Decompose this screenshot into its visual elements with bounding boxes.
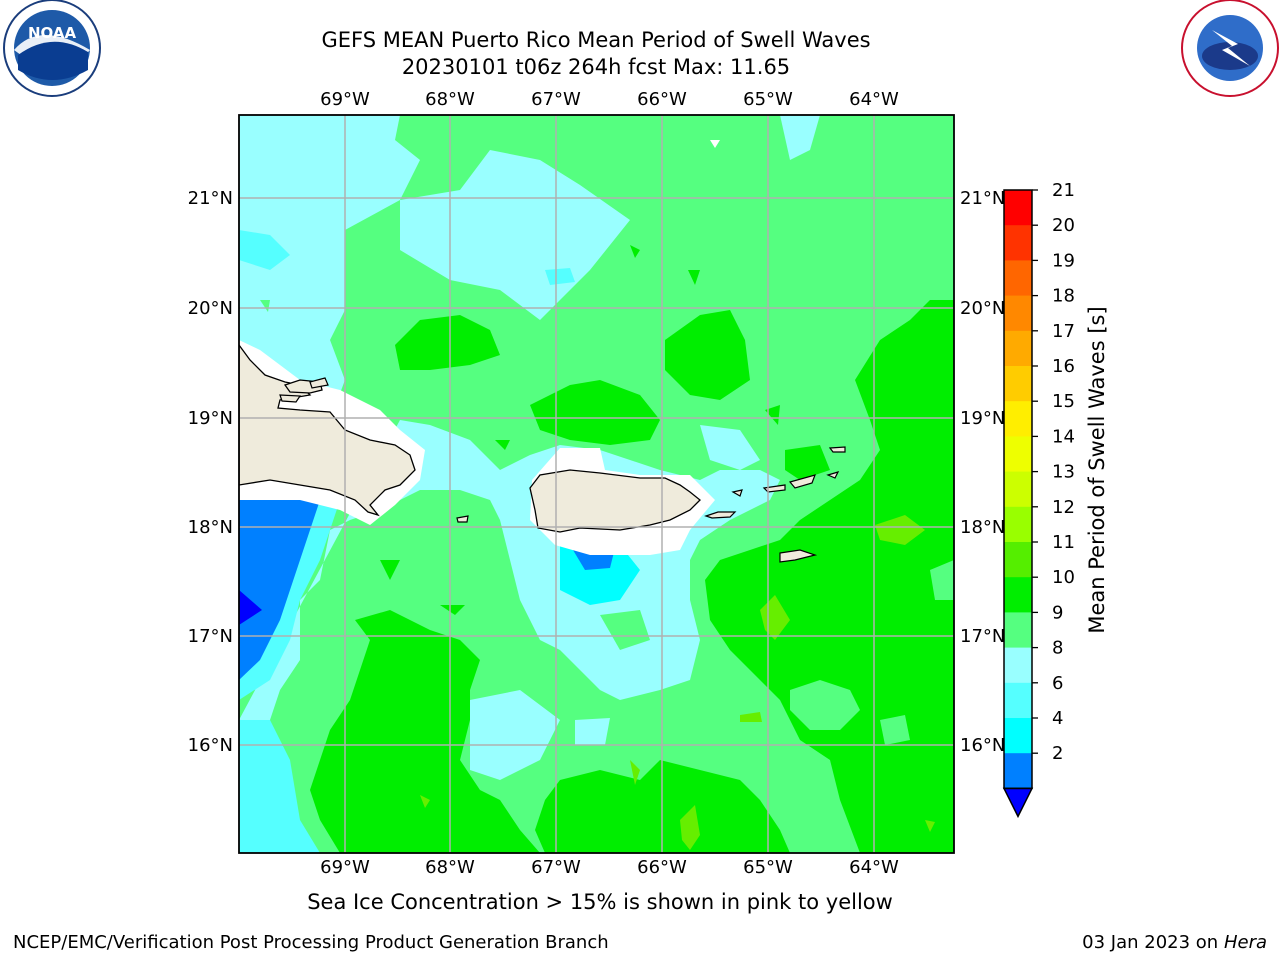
- footer-credit: NCEP/EMC/Verification Post Processing Pr…: [13, 932, 609, 953]
- lon-label-bottom: 66°W: [637, 857, 687, 878]
- colorbar-frame: [1003, 189, 1033, 790]
- colorbar-label: Mean Period of Swell Waves [s]: [1085, 306, 1109, 634]
- lon-label-bottom: 67°W: [531, 857, 581, 878]
- colorbar-segment: [1004, 401, 1032, 437]
- colorbar-segment: [1004, 753, 1032, 789]
- lon-label-top: 68°W: [425, 89, 475, 110]
- footer-date-text: 03 Jan 2023 on: [1082, 932, 1224, 953]
- colorbar-tick-label: 8: [1052, 638, 1063, 659]
- nws-logo: [1181, 0, 1279, 97]
- colorbar-segment: [1004, 682, 1032, 719]
- colorbar-segment: [1004, 647, 1032, 684]
- colorbar-tick-label: 15: [1052, 391, 1075, 412]
- colorbar-tick-label: 20: [1052, 215, 1075, 236]
- colorbar-tick-label: 12: [1052, 497, 1075, 518]
- sea-ice-note: Sea Ice Concentration > 15% is shown in …: [0, 890, 1280, 914]
- colorbar-tick-label: 6: [1052, 673, 1063, 694]
- colorbar: 21 20 19 18 17 16 15 14 13 12 11 10 9 8 6 4 2: [1002, 180, 1075, 819]
- lon-label-top: 64°W: [849, 89, 899, 110]
- lat-label-right: 20°N: [960, 298, 1005, 319]
- colorbar-segment: [1004, 542, 1032, 578]
- lon-label-bottom: 69°W: [320, 857, 370, 878]
- colorbar-tick-label: 9: [1052, 602, 1063, 623]
- colorbar-under-arrow: [1002, 787, 1034, 819]
- lat-label-left: 21°N: [188, 188, 233, 209]
- colorbar-segment: [1004, 366, 1032, 402]
- noaa-logo: NOAA: [3, 0, 101, 97]
- footer-date: 03 Jan 2023 on Hera: [1082, 932, 1267, 953]
- colorbar-segment: [1004, 260, 1032, 297]
- lat-label-right: 16°N: [960, 735, 1005, 756]
- lat-label-left: 16°N: [188, 735, 233, 756]
- lat-label-right: 19°N: [960, 408, 1005, 429]
- colorbar-tick-label: 19: [1052, 250, 1075, 271]
- colorbar-tick-label: 13: [1052, 462, 1075, 483]
- colorbar-tick-label: 14: [1052, 426, 1075, 447]
- colorbar-segment: [1004, 506, 1032, 543]
- lon-label-top: 66°W: [637, 89, 687, 110]
- lon-label-top: 69°W: [320, 89, 370, 110]
- colorbar-segment: [1004, 190, 1032, 226]
- noaa-logo-text: NOAA: [28, 24, 77, 42]
- lat-label-left: 17°N: [188, 626, 233, 647]
- lon-label-top: 65°W: [743, 89, 793, 110]
- chart-subtitle: 20230101 t06z 264h fcst Max: 11.65: [401, 55, 791, 79]
- lon-label-bottom: 68°W: [425, 857, 475, 878]
- swell-period-field: [239, 115, 954, 853]
- lat-label-right: 18°N: [960, 517, 1005, 538]
- colorbar-segment: [1004, 471, 1032, 508]
- lat-label-right: 21°N: [960, 188, 1005, 209]
- lat-label-right: 17°N: [960, 626, 1005, 647]
- lat-label-left: 18°N: [188, 517, 233, 538]
- gridlines: [239, 115, 954, 853]
- colorbar-segment: [1004, 577, 1032, 613]
- colorbar-segment: [1004, 330, 1032, 367]
- lat-label-left: 19°N: [188, 408, 233, 429]
- lon-label-bottom: 65°W: [743, 857, 793, 878]
- colorbar-tick-label: 10: [1052, 567, 1075, 588]
- lat-label-left: 20°N: [188, 298, 233, 319]
- colorbar-segment: [1004, 295, 1032, 332]
- colorbar-tick-label: 4: [1052, 708, 1063, 729]
- lon-label-bottom: 64°W: [849, 857, 899, 878]
- colorbar-tick-label: 18: [1052, 286, 1075, 307]
- lon-label-top: 67°W: [531, 89, 581, 110]
- colorbar-tick-label: 21: [1052, 180, 1075, 201]
- colorbar-segment: [1004, 436, 1032, 473]
- colorbar-tick-label: 16: [1052, 356, 1075, 377]
- colorbar-segment: [1004, 612, 1032, 649]
- map-frame: [238, 114, 955, 854]
- chart-title: GEFS MEAN Puerto Rico Mean Period of Swe…: [321, 28, 871, 52]
- colorbar-tick-label: 17: [1052, 321, 1075, 342]
- colorbar-tick-label: 11: [1052, 532, 1075, 553]
- colorbar-tick-label: 2: [1052, 743, 1063, 764]
- colorbar-segment: [1004, 225, 1032, 261]
- colorbar-segment: [1004, 718, 1032, 754]
- sea-ice-note-text: Sea Ice Concentration > 15% is shown in …: [307, 890, 893, 914]
- footer-machine: Hera: [1223, 932, 1267, 953]
